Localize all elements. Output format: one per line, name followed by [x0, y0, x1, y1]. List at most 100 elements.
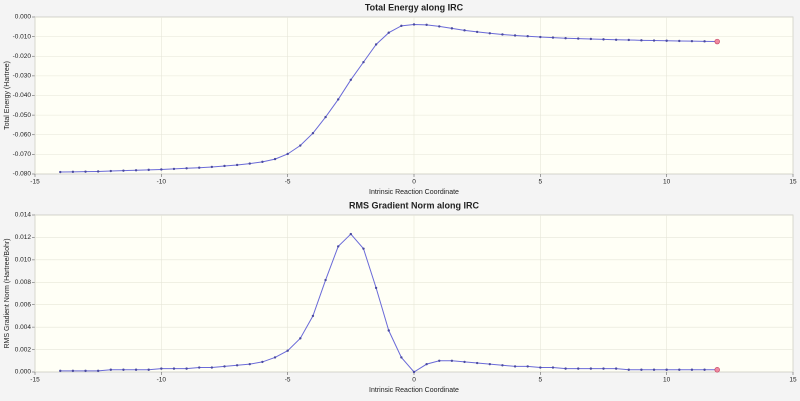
data-point: [526, 35, 529, 38]
data-point: [286, 349, 289, 352]
data-point: [577, 37, 580, 40]
data-point: [134, 169, 138, 172]
data-point: [488, 32, 491, 35]
data-point: [551, 366, 555, 369]
data-point: [526, 365, 529, 368]
data-point: [374, 43, 378, 46]
y-tick-label: -0.080: [13, 171, 32, 178]
x-axis-label: Intrinsic Reaction Coordinate: [369, 189, 459, 196]
data-point: [501, 364, 504, 367]
chart-title: Total Energy along IRC: [365, 2, 464, 12]
data-point: [349, 232, 353, 236]
x-tick-label: 5: [539, 179, 543, 186]
data-point: [513, 365, 517, 368]
y-tick-label: 0.014: [15, 212, 32, 219]
data-point: [640, 39, 643, 42]
x-tick-label: 15: [789, 377, 797, 384]
data-point: [198, 366, 201, 369]
x-tick-label: 0: [412, 179, 416, 186]
x-tick-label: 10: [663, 179, 671, 186]
data-point: [387, 31, 390, 34]
data-point: [475, 30, 479, 34]
data-point: [627, 368, 630, 371]
y-tick-label: 0.008: [15, 279, 32, 286]
data-point: [223, 365, 226, 368]
data-point: [513, 34, 517, 37]
x-tick-label: -5: [285, 179, 291, 186]
data-point: [714, 38, 720, 45]
y-tick-label: 0.004: [15, 324, 32, 331]
data-point: [299, 337, 302, 340]
data-point: [210, 366, 214, 369]
data-point: [235, 364, 239, 367]
data-point: [71, 170, 75, 174]
data-point: [160, 367, 163, 370]
y-tick-label: -0.070: [13, 151, 32, 158]
data-point: [690, 39, 694, 43]
data-point: [134, 368, 138, 371]
y-tick-label: -0.050: [13, 112, 32, 119]
data-point: [400, 356, 403, 359]
data-point: [450, 359, 454, 362]
y-tick-label: 0.002: [15, 346, 32, 353]
data-point: [678, 39, 681, 43]
data-point: [286, 152, 289, 156]
y-tick-label: 0.010: [15, 257, 32, 264]
data-point: [235, 163, 239, 167]
data-point: [172, 167, 176, 171]
data-point: [577, 367, 580, 370]
data-point: [400, 24, 403, 28]
y-tick-label: -0.020: [13, 53, 32, 60]
data-point: [412, 23, 416, 26]
data-point: [703, 40, 706, 43]
data-point: [299, 144, 302, 147]
x-tick-label: -5: [285, 377, 291, 384]
data-point: [564, 36, 567, 40]
data-point: [147, 168, 150, 172]
data-point: [362, 60, 365, 64]
data-point: [374, 286, 378, 290]
data-point: [223, 164, 226, 168]
data-point: [602, 38, 605, 41]
data-point: [425, 362, 428, 366]
x-tick-label: 5: [539, 377, 543, 384]
y-axis-label: Total Energy (Hartree): [4, 61, 11, 130]
y-tick-label: -0.030: [13, 73, 32, 80]
chart-title: RMS Gradient Norm along IRC: [349, 200, 480, 210]
data-point: [652, 39, 656, 42]
data-point: [122, 368, 125, 371]
data-point: [463, 29, 466, 32]
data-point: [551, 36, 555, 39]
data-point: [185, 167, 188, 170]
data-point: [714, 367, 720, 373]
data-point: [665, 368, 668, 371]
data-point: [122, 169, 125, 172]
data-point: [109, 169, 113, 173]
data-point: [147, 368, 150, 371]
data-point: [96, 369, 100, 373]
data-point: [248, 362, 251, 366]
data-point: [96, 170, 100, 173]
data-point: [614, 38, 618, 41]
data-point: [640, 368, 643, 371]
data-point: [488, 362, 491, 366]
data-point: [450, 27, 454, 30]
data-point: [198, 166, 201, 169]
data-point: [539, 366, 542, 369]
data-point: [261, 360, 264, 364]
data-point: [84, 170, 87, 173]
data-point: [71, 369, 75, 373]
data-point: [703, 368, 706, 371]
data-point: [564, 367, 567, 370]
data-point: [273, 157, 277, 161]
data-point: [273, 356, 277, 359]
data-point: [311, 131, 315, 135]
data-point: [109, 368, 113, 371]
x-tick-label: -10: [157, 179, 167, 186]
x-tick-label: 15: [789, 179, 797, 186]
data-point: [539, 35, 542, 39]
data-point: [425, 23, 428, 27]
data-point: [185, 367, 188, 370]
data-point: [311, 314, 315, 318]
